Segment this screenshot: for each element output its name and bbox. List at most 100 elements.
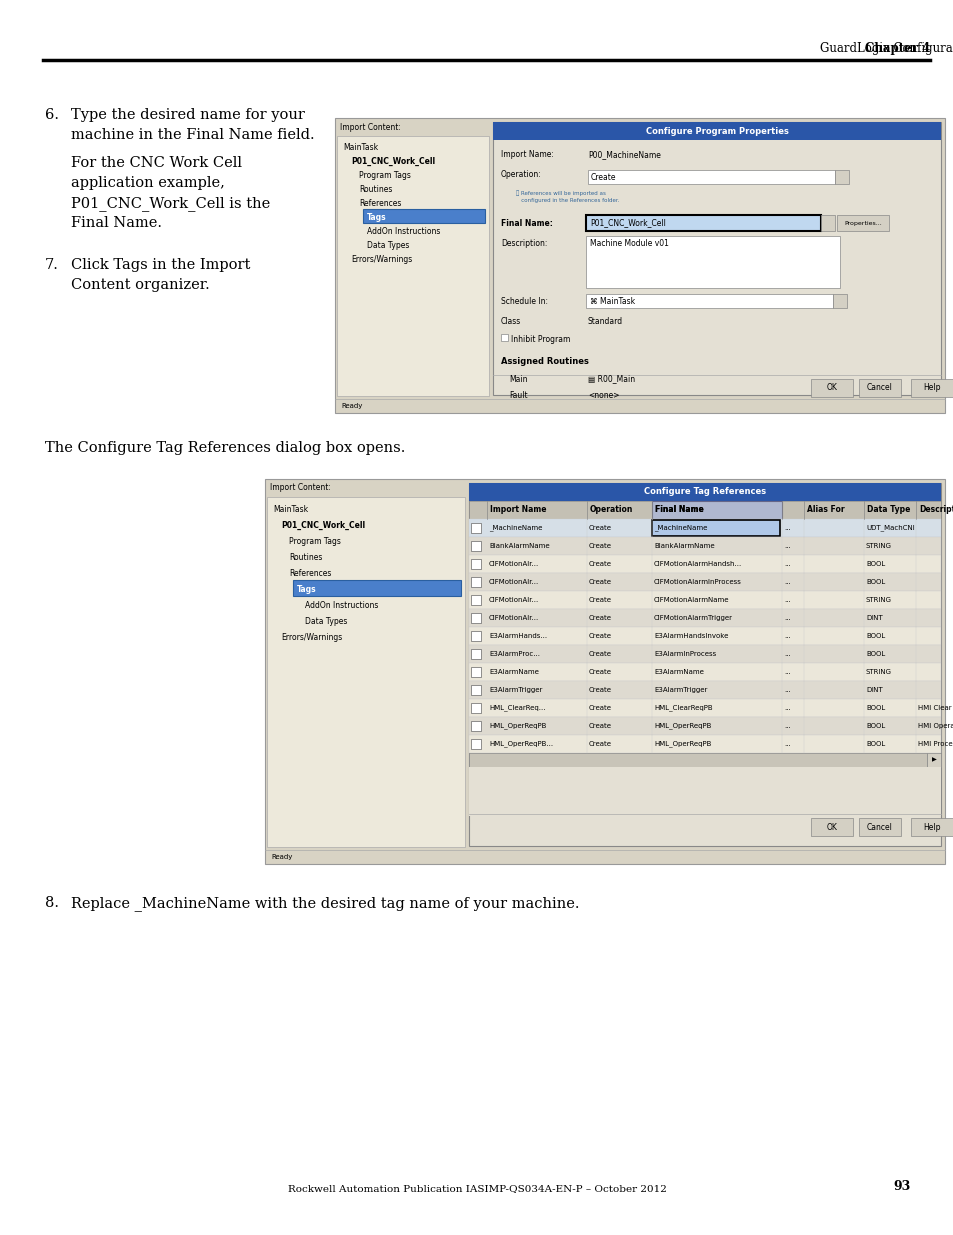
Bar <box>469 519 940 537</box>
Text: Create: Create <box>588 651 612 657</box>
Bar <box>469 573 940 592</box>
Text: 8.: 8. <box>45 897 59 910</box>
Text: Type the desired name for your: Type the desired name for your <box>71 107 305 122</box>
Bar <box>471 577 480 587</box>
Bar <box>834 170 848 184</box>
Text: ▶: ▶ <box>931 757 936 762</box>
Text: 6.: 6. <box>45 107 59 122</box>
Bar <box>469 483 940 501</box>
Text: Replace _MachineName with the desired tag name of your machine.: Replace _MachineName with the desired ta… <box>71 897 578 911</box>
Text: Program Tags: Program Tags <box>289 536 340 546</box>
Text: GuardLogix Configuration: GuardLogix Configuration <box>820 42 953 56</box>
Text: ...: ... <box>783 705 790 711</box>
Text: Create: Create <box>588 597 612 603</box>
Text: P01_CNC_Work_Cell: P01_CNC_Work_Cell <box>351 157 435 165</box>
Text: BOOL: BOOL <box>865 722 884 729</box>
Text: Create: Create <box>588 669 612 676</box>
Text: Errors/Warnings: Errors/Warnings <box>281 632 342 641</box>
Text: Create: Create <box>588 543 612 550</box>
Text: ...: ... <box>783 722 790 729</box>
Text: Final Name:: Final Name: <box>500 219 553 227</box>
Text: P01_CNC_Work_Cell is the: P01_CNC_Work_Cell is the <box>71 196 270 211</box>
Text: ...: ... <box>783 741 790 747</box>
Text: Cancel: Cancel <box>866 823 892 831</box>
Text: Inhibit Program: Inhibit Program <box>511 335 570 343</box>
Text: BOOL: BOOL <box>865 705 884 711</box>
Text: Schedule In:: Schedule In: <box>500 296 547 305</box>
Bar <box>469 699 940 718</box>
Bar <box>469 592 940 609</box>
Text: Chapter 4: Chapter 4 <box>863 42 929 56</box>
Bar <box>587 170 834 184</box>
Text: Description: Description <box>918 505 953 515</box>
Text: Operation: Operation <box>589 505 633 515</box>
Bar <box>493 122 940 140</box>
Text: Create: Create <box>588 705 612 711</box>
Text: machine in the Final Name field.: machine in the Final Name field. <box>71 128 314 142</box>
Text: Final Name.: Final Name. <box>71 216 162 230</box>
Text: Content organizer.: Content organizer. <box>71 278 210 291</box>
Text: DINT: DINT <box>865 687 882 693</box>
Bar <box>910 818 952 836</box>
Bar <box>858 379 900 396</box>
Text: The Configure Tag References dialog box opens.: The Configure Tag References dialog box … <box>45 441 405 454</box>
Text: Final Name: Final Name <box>655 505 703 515</box>
Text: Create: Create <box>588 579 612 585</box>
Text: STRING: STRING <box>865 597 891 603</box>
Text: HML_OperReqPB...: HML_OperReqPB... <box>489 741 553 747</box>
Bar <box>469 718 940 735</box>
Bar <box>651 520 780 536</box>
Text: Tags: Tags <box>367 212 386 221</box>
Text: E3AlarmHandsInvoke: E3AlarmHandsInvoke <box>654 634 727 638</box>
Text: E3AlarmName: E3AlarmName <box>489 669 538 676</box>
Text: DINT: DINT <box>865 615 882 621</box>
Text: Create: Create <box>588 615 612 621</box>
Text: 93: 93 <box>893 1179 910 1193</box>
Text: HML_OperReqPB: HML_OperReqPB <box>654 741 711 747</box>
Bar <box>493 122 940 395</box>
Bar <box>821 215 835 231</box>
Text: P01_CNC_Work_Cell: P01_CNC_Work_Cell <box>589 219 665 227</box>
Text: ...: ... <box>783 525 790 531</box>
Bar <box>471 685 480 695</box>
Text: 7.: 7. <box>45 258 59 272</box>
Text: MainTask: MainTask <box>273 505 308 514</box>
Text: Final Name: Final Name <box>655 505 703 515</box>
Text: Assigned Routines: Assigned Routines <box>500 357 588 366</box>
Text: AddOn Instructions: AddOn Instructions <box>367 226 440 236</box>
Text: BlankAlarmName: BlankAlarmName <box>654 543 714 550</box>
Bar <box>469 555 940 573</box>
Bar <box>858 818 900 836</box>
Text: CIFMotionAlr...: CIFMotionAlr... <box>489 615 538 621</box>
Bar <box>469 519 940 537</box>
Bar <box>469 483 940 846</box>
Text: Description:: Description: <box>500 240 547 248</box>
Bar <box>267 496 464 847</box>
Text: application example,: application example, <box>71 177 225 190</box>
Text: MainTask: MainTask <box>343 142 377 152</box>
Bar <box>500 333 507 341</box>
Bar <box>585 236 839 288</box>
Text: ...: ... <box>783 687 790 693</box>
Bar <box>469 735 940 753</box>
Text: Ready: Ready <box>271 853 292 860</box>
Bar <box>469 680 940 699</box>
Text: ...: ... <box>783 615 790 621</box>
Text: Create: Create <box>590 173 616 182</box>
Bar <box>585 294 832 308</box>
Text: HML_ClearReqPB: HML_ClearReqPB <box>654 705 712 711</box>
Text: Click Tags in the Import: Click Tags in the Import <box>71 258 250 272</box>
Text: ...: ... <box>783 597 790 603</box>
Text: Main: Main <box>509 374 527 384</box>
Text: E3AlarmTrigger: E3AlarmTrigger <box>489 687 542 693</box>
Bar <box>926 753 940 767</box>
Text: ...: ... <box>783 634 790 638</box>
Text: Data Types: Data Types <box>367 241 409 249</box>
Text: Program Tags: Program Tags <box>358 170 411 179</box>
Text: BOOL: BOOL <box>865 651 884 657</box>
Text: Create: Create <box>588 525 612 531</box>
Text: HMI Operate...: HMI Operate... <box>917 722 953 729</box>
Text: Create: Create <box>588 687 612 693</box>
Text: Data Type: Data Type <box>866 505 909 515</box>
Text: BOOL: BOOL <box>865 579 884 585</box>
